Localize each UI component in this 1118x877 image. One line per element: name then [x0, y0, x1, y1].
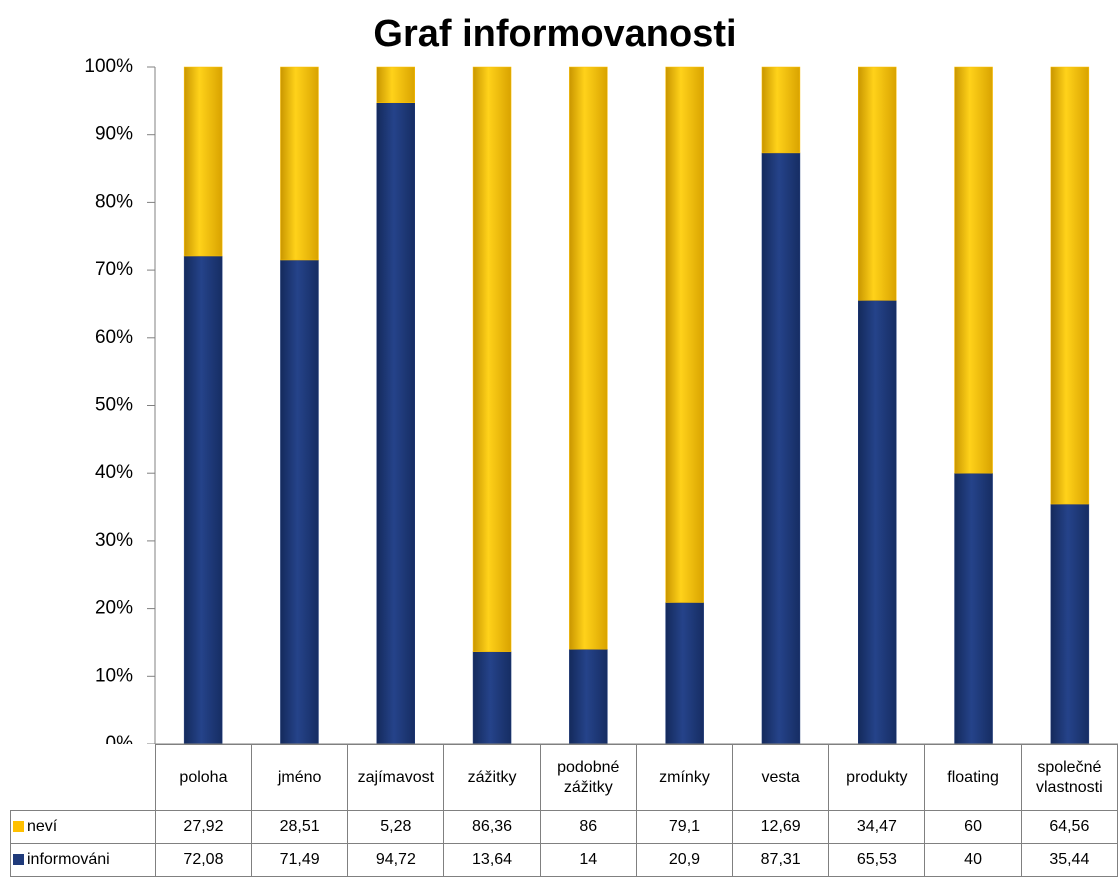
bar-segment: [665, 66, 704, 603]
x-tick-label: zajímavost: [347, 744, 445, 811]
y-tick-label: 50%: [95, 395, 133, 416]
x-tick-label: jméno: [251, 744, 349, 811]
legend-key: [13, 821, 24, 832]
bar-segment: [280, 66, 319, 261]
bar-segment: [183, 66, 223, 257]
bar-segment: [183, 255, 223, 744]
chart: Graf informovanosti 0% 10% 20% 30% 40% 50% 60%…: [84, 13, 1118, 744]
data-label: 20,9: [635, 843, 734, 877]
legend-entry: neví: [10, 810, 156, 844]
legend-entry: informováni: [10, 843, 156, 877]
y-tick-label: 10%: [95, 665, 133, 686]
bar-segment: [1050, 66, 1090, 505]
x-tick-label: zážitky: [443, 744, 541, 811]
y-tick-label: 90%: [95, 124, 133, 145]
data-label: 86,36: [443, 810, 541, 844]
bar-segment: [761, 152, 801, 744]
y-tick-label: 0%: [106, 733, 134, 744]
bar-segment: [472, 651, 512, 744]
legend-label: neví: [27, 818, 58, 835]
bar-segment: [858, 300, 897, 744]
x-tick-label: poloha: [154, 744, 253, 811]
bar-segment: [665, 602, 704, 744]
y-tick-label: 80%: [95, 191, 133, 212]
table-corner: [10, 744, 156, 811]
chart-title: Graf informovanosti: [373, 13, 736, 55]
data-label: 13,64: [443, 843, 541, 877]
data-label: 64,56: [1020, 810, 1118, 844]
bar-segment: [954, 66, 993, 474]
data-label: 5,28: [347, 810, 445, 844]
data-label: 86: [539, 810, 637, 844]
y-tick-label: 20%: [95, 598, 133, 619]
x-tick-label: podobné zážitky: [539, 744, 637, 811]
y-tick-label: 40%: [95, 462, 133, 483]
data-table: poloha jméno zajímavost zážitky podobné záži…: [10, 744, 1118, 877]
bar-segment: [376, 102, 415, 744]
data-label: 27,92: [154, 810, 253, 844]
y-tick-label: 70%: [95, 259, 133, 280]
data-label: 72,08: [154, 843, 253, 877]
table-row: neví 27,92 28,51 5,28 86,36 86 79,1 12,69 34,47 6…: [10, 810, 1118, 844]
y-tick-label: 60%: [95, 327, 133, 348]
data-label: 71,49: [251, 843, 349, 877]
data-label: 87,31: [732, 843, 830, 877]
data-label: 35,44: [1020, 843, 1118, 877]
data-label: 94,72: [347, 843, 445, 877]
bar-segment: [954, 472, 993, 744]
bar-segment: [761, 66, 801, 154]
data-label: 14: [539, 843, 637, 877]
y-tick-label: 30%: [95, 530, 133, 551]
bar-segment: [569, 66, 608, 650]
bar-segment: [376, 66, 415, 103]
bar-segment: [858, 66, 897, 301]
table-header-row: poloha jméno zajímavost zážitky podobné záži…: [10, 744, 1118, 811]
bar-segment: [1050, 503, 1090, 744]
data-label: 79,1: [635, 810, 734, 844]
x-tick-label: vesta: [732, 744, 830, 811]
legend-key: [13, 854, 24, 865]
bar-segment: [280, 259, 319, 744]
data-label: 34,47: [828, 810, 926, 844]
x-tick-label: společné vlastnosti: [1020, 744, 1118, 811]
data-label: 28,51: [251, 810, 349, 844]
x-tick-label: produkty: [828, 744, 926, 811]
legend-label: informováni: [27, 851, 110, 868]
bar-segment: [472, 66, 512, 652]
data-label: 40: [924, 843, 1022, 877]
data-label: 65,53: [828, 843, 926, 877]
y-tick-label: 100%: [84, 56, 133, 77]
x-tick-label: zmínky: [635, 744, 734, 811]
data-label: 12,69: [732, 810, 830, 844]
x-tick-label: floating: [924, 744, 1022, 811]
data-label: 60: [924, 810, 1022, 844]
table-row: informováni 72,08 71,49 94,72 13,64 14 20,9 87,…: [10, 843, 1118, 877]
bar-segment: [569, 648, 608, 744]
